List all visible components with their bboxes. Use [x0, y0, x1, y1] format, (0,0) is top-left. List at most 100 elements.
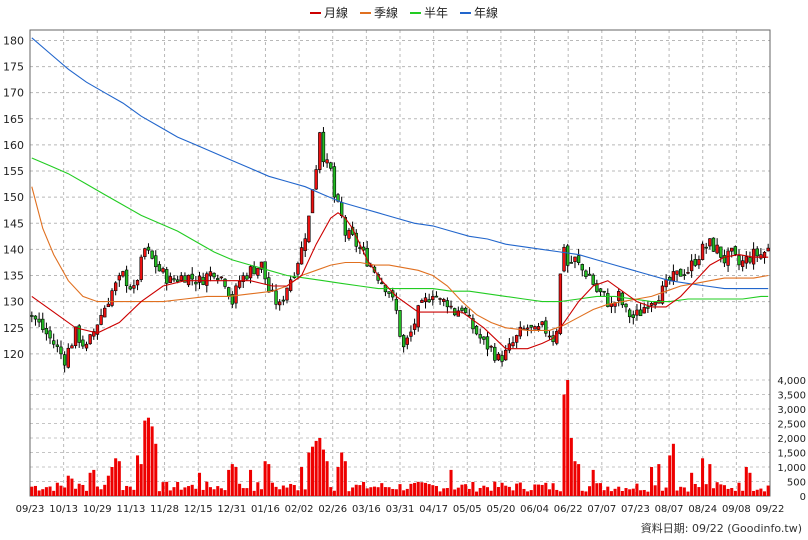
volume-bar [475, 491, 479, 496]
volume-bar [227, 469, 231, 496]
price-tick-label: 145 [3, 217, 24, 230]
candle-body [150, 250, 154, 259]
candle-body [427, 299, 431, 303]
volume-bar [241, 488, 245, 496]
candle-body [653, 301, 657, 306]
candle-body [668, 277, 672, 281]
volume-bar [598, 483, 603, 496]
volume-bar [467, 488, 471, 496]
volume-bar [150, 426, 154, 496]
candle-body [715, 244, 719, 254]
candle-body [92, 331, 96, 337]
volume-bar [66, 475, 70, 496]
candle-body [88, 334, 92, 345]
volume-bar [628, 489, 632, 496]
candle-body [165, 269, 169, 284]
candle-body [646, 306, 650, 309]
volume-bar [343, 461, 347, 496]
candle-body [66, 347, 70, 368]
volume-bar [55, 482, 59, 496]
candle-body [33, 315, 38, 320]
volume-bar [456, 487, 460, 496]
candle-body [241, 275, 245, 282]
candle-body [573, 256, 577, 262]
legend-label: 年線 [474, 6, 499, 20]
candle-body [143, 248, 147, 257]
volume-bar [358, 485, 362, 496]
candle-body [194, 281, 198, 285]
candle-body [110, 290, 114, 306]
candle-body [755, 248, 759, 257]
volume-bar [278, 489, 282, 496]
volume-bar [270, 482, 274, 496]
volume-bar [289, 483, 293, 496]
volume-bar [121, 490, 125, 496]
price-tick-label: 135 [3, 270, 24, 283]
volume-bar [99, 489, 103, 496]
volume-tick-label: 2,500 [777, 420, 806, 431]
volume-bar [201, 489, 205, 496]
date-tick-label: 01/16 [251, 504, 280, 515]
volume-bar [679, 486, 683, 496]
candle-body [274, 290, 278, 305]
volume-bar [744, 467, 748, 496]
volume-bar [595, 483, 599, 496]
volume-bar [52, 490, 56, 496]
date-tick-label: 08/07 [655, 504, 684, 515]
candle-body [423, 297, 428, 303]
candle-body [321, 131, 326, 163]
candle-body [41, 318, 45, 330]
candle-body [30, 315, 34, 317]
candle-body [671, 271, 676, 282]
volume-bar [154, 443, 158, 496]
volume-bar [431, 485, 435, 496]
candle-body [693, 259, 697, 266]
volume-bar [741, 490, 745, 496]
volume-bars [30, 380, 770, 496]
candle-body [223, 278, 227, 287]
candle-body [686, 272, 690, 274]
volume-bar [427, 484, 431, 496]
price-tick-label: 150 [3, 191, 24, 204]
candle-body [113, 282, 118, 292]
candle-body [412, 323, 417, 330]
volume-bar [314, 440, 318, 496]
volume-bar [577, 464, 581, 496]
candle-body [478, 334, 482, 339]
legend-swatch [309, 11, 321, 14]
candle-body [212, 272, 216, 278]
volume-bar [759, 488, 763, 496]
candle-body [77, 325, 81, 343]
price-tick-label: 140 [3, 243, 24, 256]
volume-bar [642, 489, 646, 496]
date-tick-label: 02/26 [318, 504, 347, 515]
volume-bar [533, 484, 537, 496]
candle-body [299, 247, 304, 265]
volume-bar [249, 469, 253, 496]
volume-bar [103, 484, 107, 496]
volume-bar [325, 461, 329, 496]
candle-body [161, 268, 165, 273]
legend-swatch [410, 11, 421, 14]
date-tick-label: 08/24 [688, 504, 717, 515]
volume-bar [336, 467, 340, 496]
volume-bar [157, 491, 161, 496]
volume-bar [110, 467, 114, 496]
legend-swatch [359, 11, 371, 14]
candle-body [234, 285, 238, 304]
price-tick-label: 160 [3, 139, 24, 152]
candle-body [135, 280, 140, 286]
ma-half-line [31, 157, 769, 303]
candle-body [398, 310, 402, 337]
volume-bar [755, 489, 759, 496]
volume-bar [136, 455, 140, 496]
volume-bar [216, 486, 220, 496]
volume-bar [398, 484, 402, 496]
volume-bar [409, 483, 413, 496]
candle-body [620, 292, 625, 306]
volume-bar [33, 485, 37, 496]
legend-item: 半年 [410, 4, 448, 21]
volume-bar [715, 482, 719, 496]
candle-body [635, 309, 639, 316]
